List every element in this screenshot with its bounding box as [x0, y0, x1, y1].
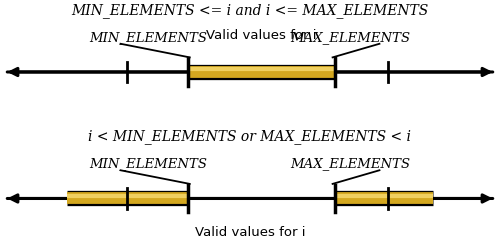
Text: Valid values for i: Valid values for i	[206, 29, 316, 42]
Text: Valid values for i: Valid values for i	[195, 225, 305, 238]
Text: MIN_ELEMENTS: MIN_ELEMENTS	[90, 31, 208, 44]
Text: MIN_ELEMENTS <= i and i <= MAX_ELEMENTS: MIN_ELEMENTS <= i and i <= MAX_ELEMENTS	[72, 3, 428, 18]
Text: MIN_ELEMENTS: MIN_ELEMENTS	[90, 157, 208, 170]
Text: i < MIN_ELEMENTS or MAX_ELEMENTS < i: i < MIN_ELEMENTS or MAX_ELEMENTS < i	[88, 129, 411, 144]
Text: MAX_ELEMENTS: MAX_ELEMENTS	[290, 31, 410, 44]
Text: MAX_ELEMENTS: MAX_ELEMENTS	[290, 157, 410, 170]
